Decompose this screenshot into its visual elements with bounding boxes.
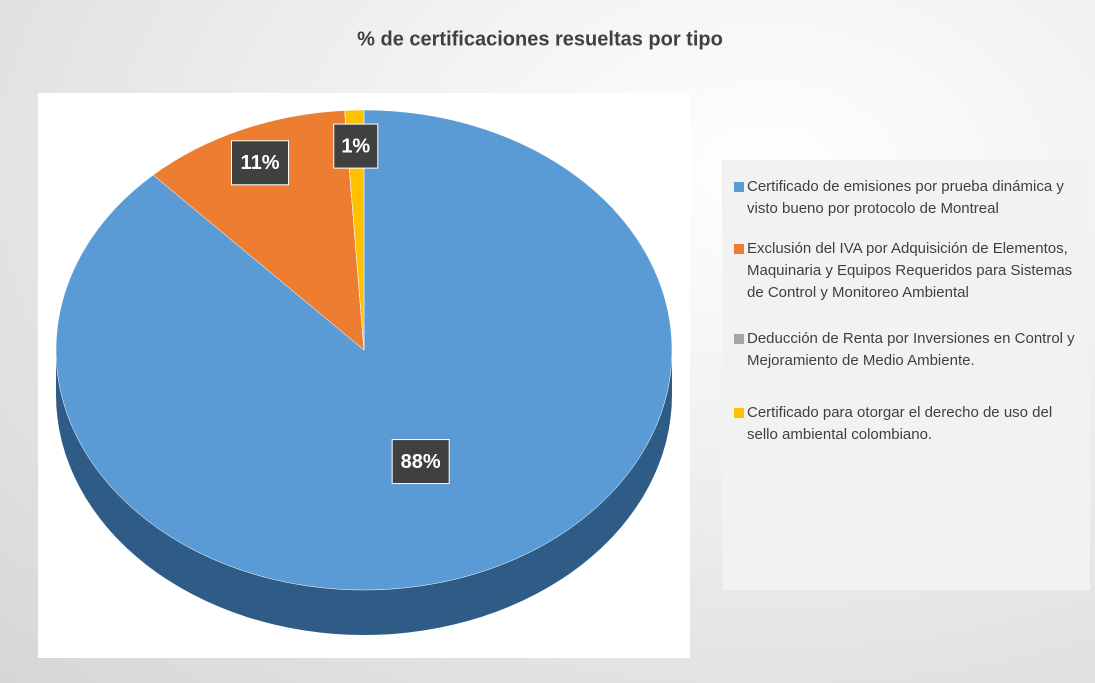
data-label: 1% [341,135,370,157]
pie-side [56,350,672,635]
legend-swatch [734,408,744,418]
legend-label: Certificado para otorgar el derecho de u… [747,404,1053,443]
data-label-box [231,140,290,186]
legend-label: Exclusión del IVA por Adquisición de Ele… [747,240,1073,301]
data-label: 88% [401,451,441,473]
legend-item: Certificado de emisiones por prueba diná… [734,176,1084,220]
legend-item: Exclusión del IVA por Adquisición de Ele… [734,238,1084,304]
data-label-box [333,123,379,169]
data-label: 11% [241,152,280,174]
legend-label: Deducción de Renta por Inversiones en Co… [747,330,1075,369]
pie-slice [344,109,365,351]
chart-title: % de certificaciones resueltas por tipo [357,28,723,50]
legend: Certificado de emisiones por prueba diná… [722,160,1090,590]
legend-swatch [734,334,744,344]
pie-slice [152,110,365,351]
legend-item: Certificado para otorgar el derecho de u… [734,402,1084,446]
legend-swatch [734,182,744,192]
legend-swatch [734,244,744,254]
legend-item: Deducción de Renta por Inversiones en Co… [734,328,1084,372]
data-label-box [391,439,450,485]
legend-label: Certificado de emisiones por prueba diná… [747,178,1064,217]
